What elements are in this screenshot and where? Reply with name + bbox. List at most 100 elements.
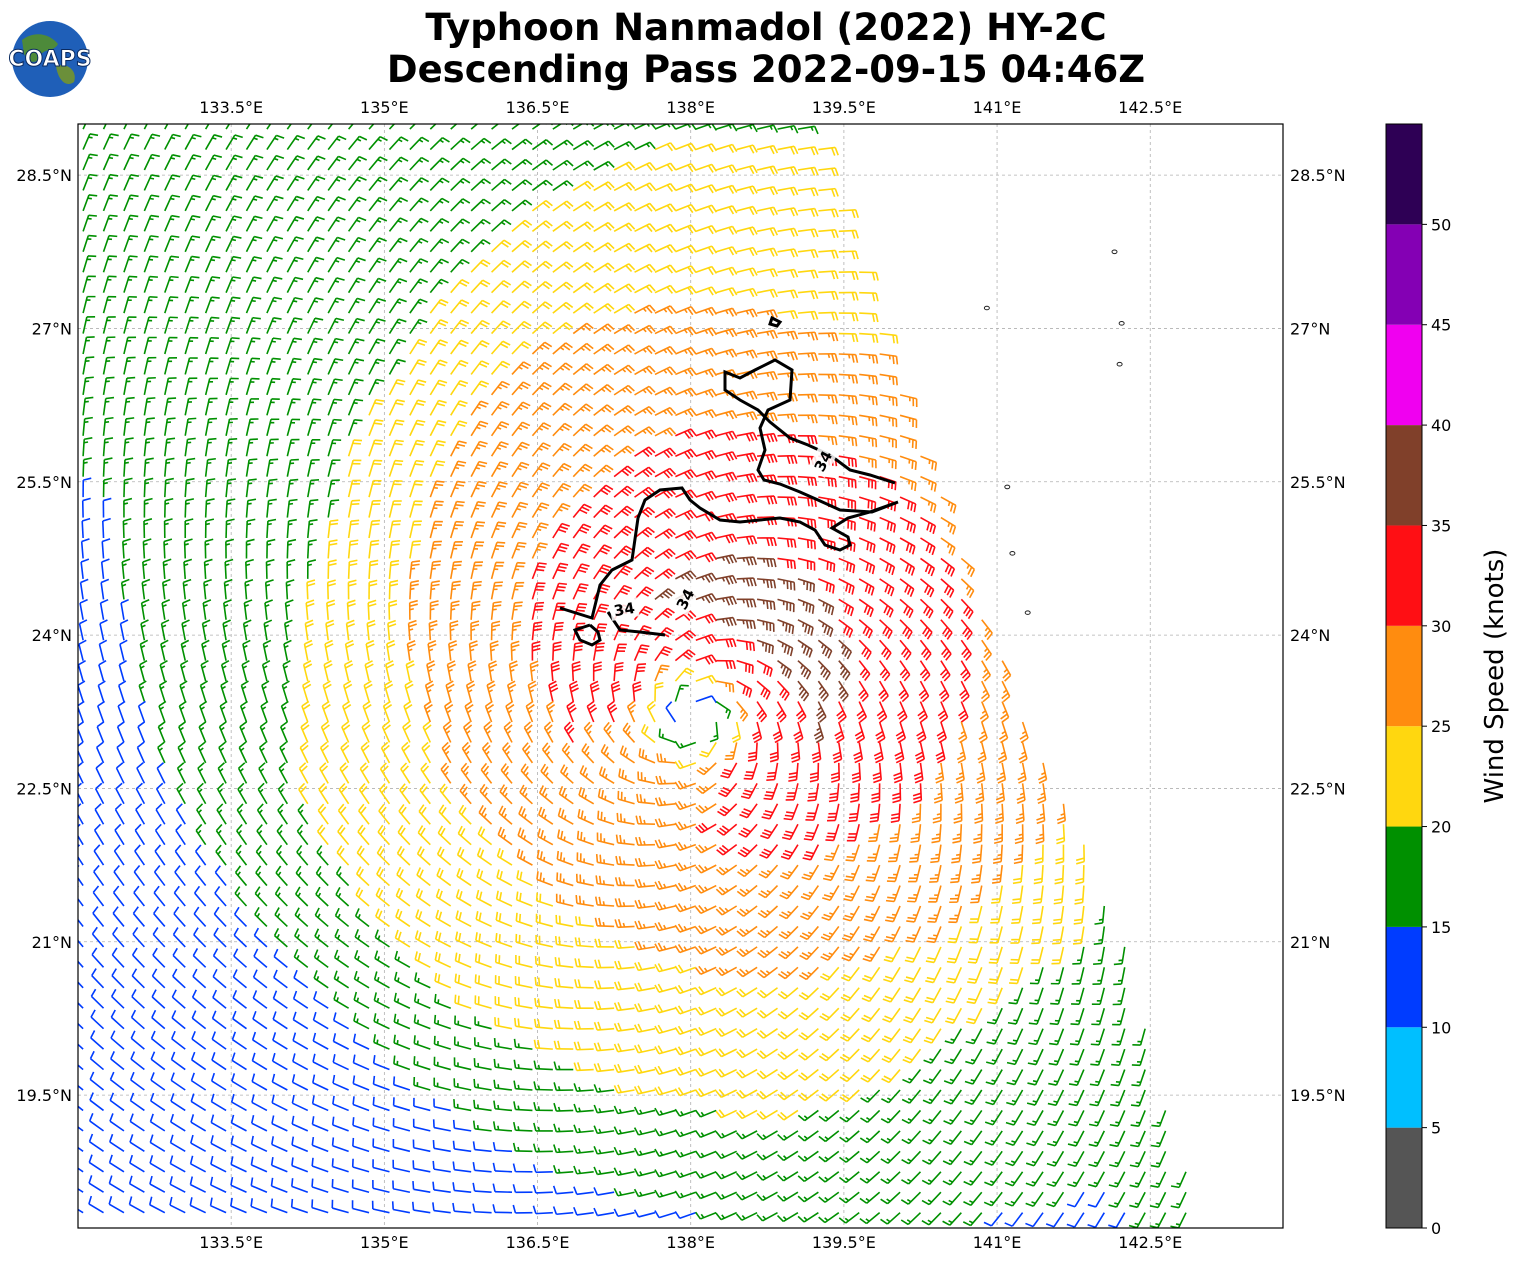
wind-barb bbox=[777, 309, 799, 320]
wind-barb bbox=[94, 782, 105, 805]
wind-barb bbox=[1016, 783, 1026, 804]
wind-barb bbox=[552, 402, 573, 416]
wind-barb bbox=[654, 142, 677, 152]
wind-barb bbox=[225, 296, 241, 314]
wind-barb bbox=[470, 521, 486, 539]
wind-barb bbox=[266, 398, 280, 416]
wind-barb bbox=[940, 496, 957, 514]
wind-barb bbox=[286, 124, 293, 130]
wind-barb bbox=[511, 300, 532, 314]
wind-barb bbox=[490, 481, 508, 498]
wind-barb bbox=[613, 525, 634, 539]
wind-barb bbox=[202, 599, 212, 620]
wind-barb bbox=[552, 442, 572, 457]
wind-barb bbox=[899, 475, 917, 492]
wind-barb bbox=[552, 562, 569, 580]
wind-barb bbox=[123, 396, 135, 416]
wind-barb bbox=[613, 643, 627, 661]
wind-barb bbox=[511, 138, 533, 151]
wind-barb bbox=[838, 270, 859, 281]
wind-barb bbox=[449, 500, 465, 518]
wind-barb bbox=[531, 220, 553, 232]
wind-barb bbox=[743, 762, 758, 780]
wind-barb bbox=[619, 745, 635, 764]
wind-barb bbox=[940, 516, 957, 535]
wind-barb bbox=[716, 328, 738, 338]
wind-barb bbox=[470, 137, 492, 151]
wind-barb bbox=[996, 762, 1007, 784]
wind-barb bbox=[286, 538, 297, 559]
wind-barb bbox=[777, 268, 799, 279]
title-line-2: Descending Pass 2022-09-15 04:46Z bbox=[387, 48, 1145, 91]
wind-barb bbox=[306, 438, 321, 457]
wind-barb bbox=[572, 160, 595, 171]
wind-barb bbox=[646, 700, 656, 723]
wind-barb bbox=[82, 255, 97, 273]
wind-barb bbox=[424, 680, 435, 702]
wind-barb bbox=[777, 145, 799, 155]
wind-barb bbox=[756, 247, 779, 257]
wind-barb bbox=[266, 195, 284, 212]
wind-barb bbox=[818, 353, 839, 363]
wind-barb bbox=[266, 357, 281, 375]
wind-barb bbox=[347, 176, 367, 191]
wind-barb bbox=[327, 216, 346, 232]
wind-barb bbox=[318, 782, 329, 805]
wind-barb bbox=[736, 267, 758, 277]
wind-barb bbox=[197, 741, 207, 764]
wind-barb bbox=[368, 196, 388, 212]
wind-barb bbox=[563, 721, 575, 743]
wind-barb bbox=[470, 440, 488, 457]
wind-barb bbox=[508, 660, 518, 682]
wind-barb bbox=[593, 160, 615, 171]
coaps-logo: COAPS bbox=[8, 21, 92, 97]
wind-barb bbox=[818, 187, 839, 198]
wind-barb bbox=[450, 124, 458, 130]
wind-barb bbox=[511, 441, 530, 457]
wind-barb bbox=[368, 459, 383, 477]
wind-barb bbox=[429, 217, 450, 232]
wind-barb bbox=[261, 660, 271, 682]
wind-barb bbox=[593, 181, 615, 192]
wind-barb bbox=[851, 762, 862, 784]
wind-barb bbox=[736, 473, 758, 483]
lon-tick-label: 141°E bbox=[973, 1233, 1022, 1252]
wind-barb bbox=[695, 163, 718, 173]
wind-barb bbox=[593, 504, 613, 519]
wind-barb bbox=[242, 619, 252, 641]
wind-barb bbox=[284, 599, 294, 620]
wind-barb bbox=[225, 518, 235, 539]
wind-barb bbox=[593, 564, 612, 580]
wind-barb bbox=[196, 782, 207, 805]
wind-barb bbox=[776, 701, 787, 723]
wind-barb bbox=[429, 157, 450, 171]
wind-barb bbox=[116, 741, 125, 764]
wind-barb bbox=[429, 500, 444, 518]
wind-barb bbox=[1017, 762, 1027, 784]
wind-barb bbox=[102, 214, 118, 232]
wind-barb bbox=[178, 700, 187, 723]
wind-barb bbox=[203, 558, 213, 579]
wind-barb bbox=[511, 260, 532, 273]
wind-barb bbox=[899, 455, 917, 470]
wind-barb bbox=[696, 762, 717, 776]
wind-barb bbox=[859, 353, 879, 364]
wind-barb bbox=[240, 680, 249, 702]
wind-barb bbox=[960, 619, 973, 641]
wind-barb bbox=[858, 578, 875, 596]
wind-barb bbox=[470, 420, 489, 437]
wind-barb bbox=[465, 680, 476, 702]
wind-barb bbox=[421, 741, 432, 764]
wind-barb bbox=[674, 649, 696, 662]
wind-barb bbox=[613, 584, 633, 600]
wind-barb bbox=[409, 156, 430, 171]
wind-barb bbox=[326, 579, 336, 600]
wind-barb bbox=[218, 721, 227, 743]
wind-barb bbox=[98, 659, 107, 682]
wind-barb bbox=[531, 640, 541, 661]
wind-barb bbox=[675, 428, 697, 439]
wind-barb bbox=[327, 155, 347, 171]
wind-barb bbox=[531, 301, 553, 314]
wind-barb bbox=[541, 742, 554, 764]
wind-barb bbox=[463, 721, 473, 743]
